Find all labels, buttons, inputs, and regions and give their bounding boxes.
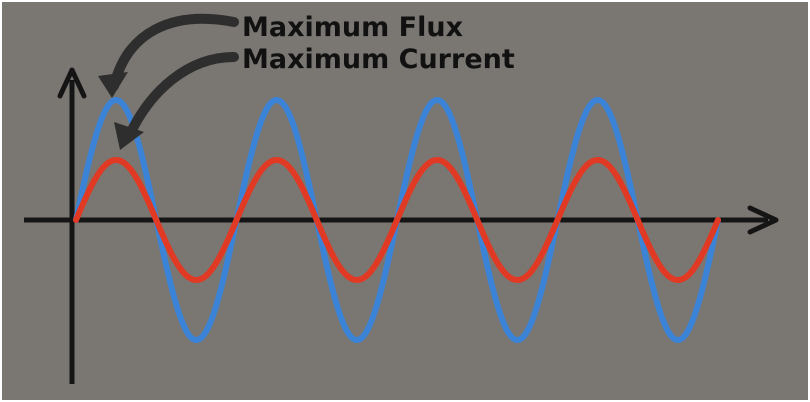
current-pointer-arrowhead xyxy=(114,122,144,150)
maximum-current-label: Maximum Current xyxy=(242,44,515,75)
current-pointer-arrow xyxy=(125,52,239,139)
y-axis-arrowhead xyxy=(57,67,87,99)
flux-pointer-arrow xyxy=(109,13,239,91)
current-wave xyxy=(73,157,721,283)
flux-pointer-arrowhead xyxy=(98,72,128,98)
annotation-arrows xyxy=(98,13,239,150)
maximum-flux-label: Maximum Flux xyxy=(242,12,463,43)
x-axis-arrowhead xyxy=(747,205,779,235)
